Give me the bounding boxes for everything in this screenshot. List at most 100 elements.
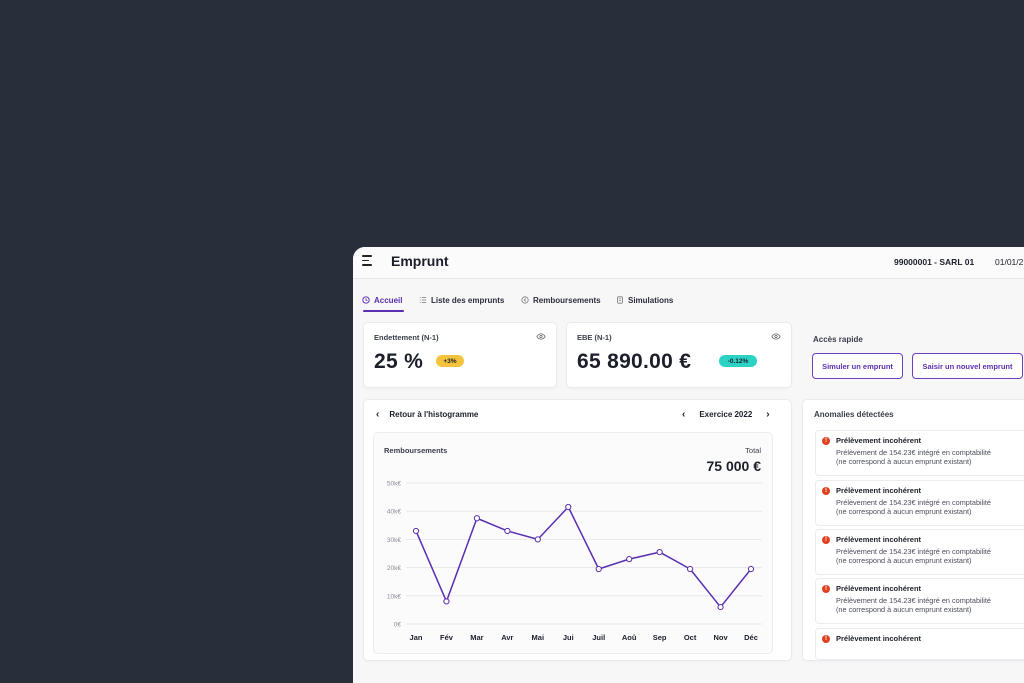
eye-icon[interactable] <box>536 333 546 340</box>
tab-remboursements[interactable]: Remboursements <box>521 289 601 311</box>
line-chart: 0€ 10k€ 20k€ 30k€ 40k€ 50k€ Jan Fév Mar Avr Mai Jui… <box>387 481 762 642</box>
active-tab-indicator <box>363 310 404 312</box>
anomaly-description: Prélèvement de 154.23€ intégré en compta… <box>836 448 991 466</box>
x-tick-label: Nov <box>713 633 728 642</box>
anomaly-title: Prélèvement incohérent <box>836 634 922 643</box>
tab-label: Simulations <box>628 295 674 305</box>
data-point[interactable] <box>534 536 541 543</box>
quick-access-title: Accès rapide <box>813 335 863 344</box>
kpi-value: 25 % <box>374 350 424 373</box>
clock-icon <box>362 296 370 304</box>
y-tick-label: 50k€ <box>387 481 401 488</box>
alert-icon: ! <box>822 536 830 544</box>
period-date[interactable]: 01/01/2 <box>995 257 1024 267</box>
chart-panel: ‹ Retour à l'histogramme ‹ Exercice 2022… <box>363 399 792 661</box>
data-point[interactable] <box>656 548 663 556</box>
y-tick-label: 10k€ <box>387 593 401 600</box>
year-label: Exercice 2022 <box>699 410 753 419</box>
tab-label: Accueil <box>374 295 403 305</box>
alert-icon: ! <box>822 487 830 495</box>
chevron-left-icon[interactable]: ‹ <box>682 409 686 420</box>
anomaly-title: Prélèvement incohérent <box>836 584 922 593</box>
anomaly-item[interactable]: ! Prélèvement incohérent Prélèvement de … <box>815 480 1024 526</box>
chevron-right-icon[interactable]: › <box>766 409 770 420</box>
app-title: Emprunt <box>391 253 449 269</box>
alert-icon: ! <box>822 437 830 445</box>
kpi-label: Endettement (N-1) <box>374 333 439 342</box>
data-point[interactable] <box>412 527 420 535</box>
tab-liste-emprunts[interactable]: Liste des emprunts <box>419 289 504 311</box>
y-tick-label: 20k€ <box>387 565 401 572</box>
anomaly-title: Prélèvement incohérent <box>836 486 922 495</box>
anomaly-description: Prélèvement de 154.23€ intégré en compta… <box>836 596 991 614</box>
total-value: 75 000 € <box>706 458 762 474</box>
data-point[interactable] <box>443 598 450 605</box>
chevron-left-icon: ‹ <box>376 409 380 420</box>
back-label: Retour à l'histogramme <box>389 410 479 419</box>
kpi-badge: +3% <box>436 355 464 367</box>
company-selector[interactable]: 99000001 - SARL 01 <box>894 257 975 267</box>
x-tick-label: Aoû <box>622 633 637 642</box>
tab-simulations[interactable]: Simulations <box>616 289 673 311</box>
tab-bar: Accueil Liste des emprunts Remboursement… <box>353 289 1024 313</box>
x-tick-label: Jui <box>563 633 574 642</box>
data-point[interactable] <box>747 565 755 573</box>
x-tick-label: Jan <box>410 633 423 642</box>
data-point[interactable] <box>686 565 694 573</box>
tab-label: Remboursements <box>533 295 601 305</box>
tab-accueil[interactable]: Accueil <box>362 289 402 311</box>
kpi-card-endettement: Endettement (N-1) 25 % +3% <box>363 322 557 388</box>
data-point[interactable] <box>504 527 511 535</box>
x-tick-label: Oct <box>684 633 697 642</box>
anomaly-item[interactable]: ! Prélèvement incohérent <box>815 628 1024 660</box>
refund-icon <box>521 296 529 304</box>
top-bar: Emprunt 99000001 - SARL 01 01/01/2 <box>353 247 1024 279</box>
data-point[interactable] <box>717 603 724 611</box>
anomaly-item[interactable]: ! Prélèvement incohérent Prélèvement de … <box>815 529 1024 575</box>
data-point[interactable] <box>595 565 602 573</box>
x-tick-label: Mai <box>532 633 545 642</box>
alert-icon: ! <box>822 585 830 593</box>
anomaly-item[interactable]: ! Prélèvement incohérent Prélèvement de … <box>815 430 1024 476</box>
menu-icon[interactable] <box>362 255 374 267</box>
kpi-badge: -0.12% <box>719 355 757 367</box>
chart-nav: ‹ Retour à l'histogramme ‹ Exercice 2022… <box>364 400 791 430</box>
y-tick-label: 30k€ <box>387 537 401 544</box>
back-to-histogram-link[interactable]: ‹ Retour à l'histogramme <box>376 409 478 420</box>
kpi-label: EBE (N-1) <box>577 333 612 342</box>
year-selector: ‹ Exercice 2022 › <box>682 409 770 420</box>
anomaly-description: Prélèvement de 154.23€ intégré en compta… <box>836 547 991 565</box>
new-loan-button[interactable]: Saisir un nouvel emprunt <box>912 353 1023 379</box>
anomaly-description: Prélèvement de 154.23€ intégré en compta… <box>836 498 991 516</box>
anomaly-item[interactable]: ! Prélèvement incohérent Prélèvement de … <box>815 578 1024 624</box>
data-point[interactable] <box>626 556 633 563</box>
anomaly-title: Prélèvement incohérent <box>836 535 922 544</box>
list-icon <box>419 297 427 303</box>
kpi-card-ebe: EBE (N-1) 65 890.00 € -0.12% <box>566 322 792 388</box>
series-line <box>415 506 752 608</box>
tab-label: Liste des emprunts <box>431 295 505 305</box>
x-tick-label: Sep <box>653 633 667 642</box>
y-tick-label: 0€ <box>394 622 402 629</box>
data-point[interactable] <box>565 503 572 511</box>
anomaly-title: Prélèvement incohérent <box>836 436 922 445</box>
anomalies-panel: Anomalies détectées ! Prélèvement incohé… <box>802 399 1024 661</box>
chart-card: Remboursements Total 75 000 € 0€ 10k€ 20k€… <box>373 432 773 654</box>
total-label: Total <box>745 446 761 455</box>
anomalies-title: Anomalies détectées <box>814 410 894 419</box>
x-tick-label: Avr <box>501 633 513 642</box>
document-icon <box>617 296 623 304</box>
app-window: Emprunt 99000001 - SARL 01 01/01/2 Accue… <box>353 247 1024 683</box>
quick-access: Accès rapide Simuler un emprunt Saisir u… <box>812 322 1024 388</box>
x-tick-label: Juil <box>592 633 605 642</box>
kpi-value: 65 890.00 € <box>577 350 692 373</box>
alert-icon: ! <box>822 635 830 643</box>
data-point[interactable] <box>473 515 481 522</box>
x-tick-label: Fév <box>440 633 454 642</box>
simulate-loan-button[interactable]: Simuler un emprunt <box>812 353 903 379</box>
y-tick-label: 40k€ <box>387 509 401 516</box>
x-tick-label: Mar <box>470 633 483 642</box>
x-tick-label: Déc <box>744 633 758 642</box>
eye-icon[interactable] <box>771 333 781 340</box>
chart-title: Remboursements <box>384 446 448 455</box>
